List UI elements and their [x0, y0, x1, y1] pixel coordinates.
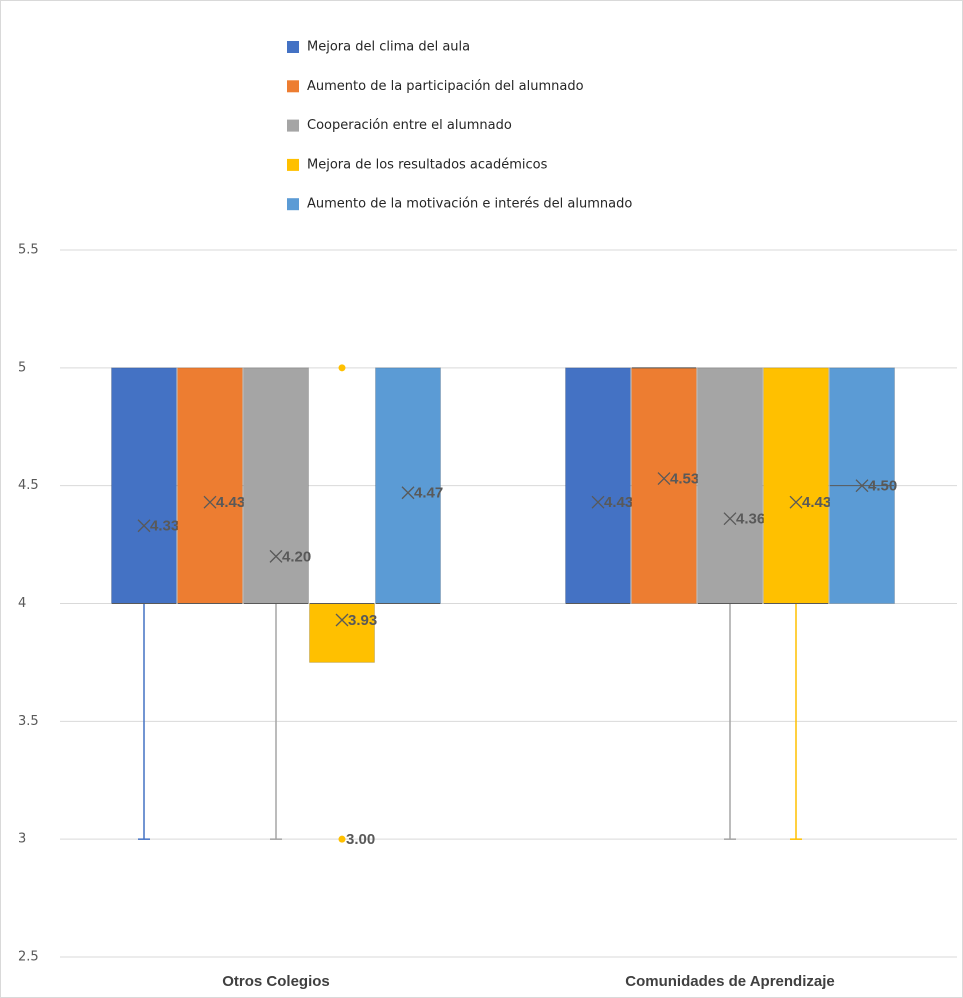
y-tick-label: 3.5 [18, 714, 39, 729]
box [565, 367, 631, 605]
outlier [338, 364, 346, 372]
mean-label: 4.33 [150, 518, 179, 535]
y-tick-label: 2.5 [18, 950, 39, 965]
box [243, 367, 309, 605]
legend-swatch [287, 41, 299, 53]
y-tick-label: 5 [18, 360, 26, 375]
mean-marker [591, 495, 605, 509]
box [763, 367, 829, 605]
mean-marker [137, 519, 151, 533]
legend-label: Aumento de la participación del alumnado [307, 79, 584, 94]
legend-label: Mejora del clima del aula [307, 40, 470, 55]
mean-label: 4.53 [670, 471, 699, 488]
y-tick-label: 4 [18, 596, 26, 611]
x-tick-label: Otros Colegios [222, 973, 330, 990]
legend-swatch [287, 119, 299, 132]
y-tick-label: 4.5 [18, 478, 39, 493]
y-tick-label: 3 [18, 832, 26, 847]
outlier-label: 3.00 [346, 831, 375, 848]
mean-marker [789, 495, 803, 509]
box [111, 367, 177, 605]
box [697, 367, 763, 605]
legend-swatch [287, 158, 299, 171]
mean-marker [401, 486, 415, 500]
mean-marker [269, 549, 283, 563]
mean-label: 4.43 [802, 494, 831, 511]
box [375, 367, 441, 605]
mean-marker [657, 472, 671, 486]
mean-label: 4.43 [216, 494, 245, 511]
mean-marker [723, 512, 737, 526]
mean-marker [335, 613, 349, 627]
box [309, 603, 375, 663]
legend-swatch [287, 198, 299, 211]
x-tick-label: Comunidades de Aprendizaje [625, 973, 834, 990]
y-tick-label: 5.5 [18, 243, 39, 258]
legend-swatch [287, 80, 299, 93]
mean-label: 4.47 [414, 485, 443, 502]
box [631, 367, 697, 605]
outlier [338, 835, 346, 843]
mean-label: 3.93 [348, 612, 377, 629]
mean-label: 4.50 [868, 478, 897, 495]
mean-label: 4.43 [604, 494, 633, 511]
mean-label: 4.20 [282, 548, 311, 565]
mean-marker [203, 495, 217, 509]
legend-label: Aumento de la motivación e interés del a… [307, 197, 632, 212]
legend-label: Cooperación entre el alumnado [307, 118, 512, 133]
box [177, 367, 243, 605]
mean-marker [855, 479, 869, 493]
legend-label: Mejora de los resultados académicos [307, 157, 548, 172]
mean-label: 4.36 [736, 511, 765, 528]
